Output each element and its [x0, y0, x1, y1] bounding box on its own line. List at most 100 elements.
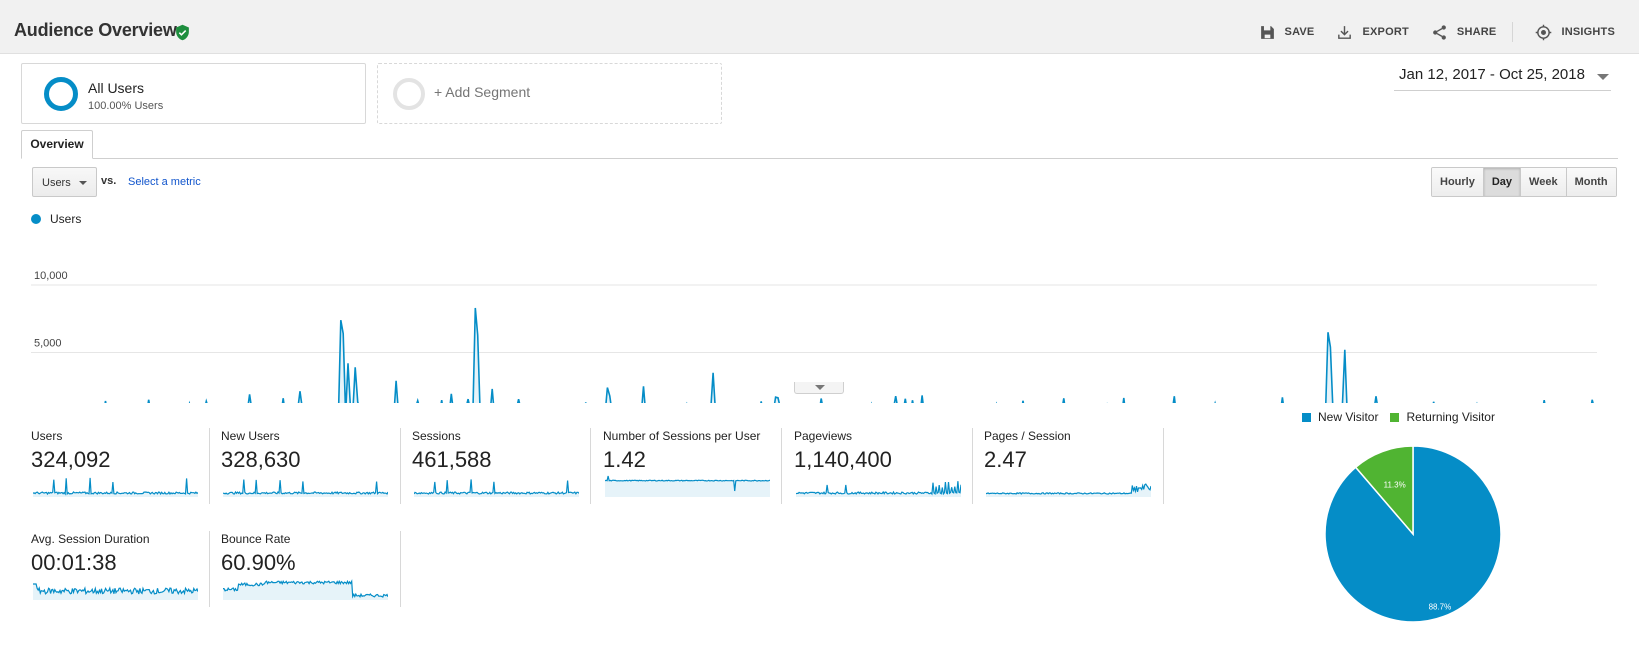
sparkline-line [33, 477, 198, 496]
sparkline [414, 479, 579, 497]
segment-ring-icon [44, 77, 78, 111]
scorecard-label: Number of Sessions per User [603, 429, 761, 443]
tab-overview[interactable]: Overview [21, 130, 93, 159]
scorecard-users[interactable]: Users 324,092 [31, 427, 221, 507]
verified-shield-icon [176, 24, 189, 41]
pie-legend: New Visitor Returning Visitor [1302, 410, 1507, 424]
scorecard-label: Bounce Rate [221, 532, 291, 546]
scorecard-divider [400, 428, 401, 504]
save-button[interactable]: SAVE [1259, 24, 1315, 41]
add-segment-ring-icon [393, 78, 425, 110]
scorecard-divider [209, 428, 210, 504]
legend-swatch-new-visitor [1302, 412, 1311, 422]
chevron-down-icon [815, 385, 825, 390]
chevron-down-icon [79, 181, 87, 185]
insights-button[interactable]: INSIGHTS [1535, 24, 1615, 41]
scorecard-label: New Users [221, 429, 280, 443]
scorecard-divider [209, 531, 210, 607]
scorecard-value: 1.42 [603, 447, 646, 472]
segment-all-users[interactable]: All Users 100.00% Users [21, 63, 366, 124]
visitor-type-pie-chart[interactable]: 88.7% 11.3% [1318, 439, 1508, 629]
legend-label-new-visitor: New Visitor [1318, 410, 1379, 424]
scorecard-value: 1,140,400 [794, 447, 892, 472]
granularity-toggle: Hourly Day Week Month [1431, 167, 1617, 197]
sparkline-line [986, 483, 1151, 495]
sparkline-area [986, 484, 1151, 497]
scorecard-value: 2.47 [984, 447, 1027, 472]
add-segment-label: + Add Segment [434, 84, 531, 100]
scorecard-value: 461,588 [412, 447, 492, 472]
select-metric-link[interactable]: Select a metric [128, 176, 201, 188]
scorecard-pageviews[interactable]: Pageviews 1,140,400 [794, 427, 984, 507]
sparkline-line [605, 475, 770, 492]
sparkline [33, 583, 198, 600]
scorecard-value: 00:01:38 [31, 550, 117, 575]
vs-label: vs. [101, 175, 117, 187]
scorecard-sessions-per-user[interactable]: Number of Sessions per User 1.42 [603, 427, 793, 507]
share-label: SHARE [1456, 26, 1497, 38]
legend-label-returning-visitor: Returning Visitor [1406, 410, 1495, 424]
metric-dropdown[interactable]: Users [32, 167, 97, 197]
scorecard-label: Avg. Session Duration [31, 532, 150, 546]
granularity-hourly[interactable]: Hourly [1432, 168, 1483, 196]
scorecard-label: Pages / Session [984, 429, 1071, 443]
scorecard-sessions[interactable]: Sessions 461,588 [412, 427, 602, 507]
scorecard-bounce-rate[interactable]: Bounce Rate 60.90% [221, 530, 411, 610]
legend-swatch-returning-visitor [1390, 412, 1400, 422]
sparkline-line [33, 583, 198, 596]
actions-divider [1512, 22, 1514, 42]
sparkline [223, 479, 388, 497]
pie-slice-label: 88.7% [1429, 603, 1452, 612]
sparkline [605, 475, 770, 497]
add-segment-button[interactable]: + Add Segment [377, 63, 722, 124]
sparkline [796, 481, 961, 497]
export-button[interactable]: EXPORT [1336, 24, 1409, 41]
sparkline [986, 483, 1151, 497]
scorecard-avg-session-duration[interactable]: Avg. Session Duration 00:01:38 [31, 530, 221, 610]
scorecard-label: Pageviews [794, 429, 853, 443]
scorecard-divider [972, 428, 973, 504]
sparkline-line [223, 579, 388, 599]
export-icon [1338, 25, 1352, 39]
sparkline [33, 477, 198, 497]
scorecard-value: 324,092 [31, 447, 111, 472]
insights-label: INSIGHTS [1561, 26, 1615, 38]
scorecard-pages-per-session[interactable]: Pages / Session 2.47 [984, 427, 1174, 507]
scorecard-new-users[interactable]: New Users 328,630 [221, 427, 411, 507]
granularity-day[interactable]: Day [1482, 168, 1521, 196]
segment-subtitle: 100.00% Users [88, 100, 164, 112]
report-body: All Users 100.00% Users + Add Segment Ja… [0, 55, 1639, 667]
legend-label: Users [50, 212, 82, 226]
segment-name: All Users [88, 80, 145, 96]
export-label: EXPORT [1362, 26, 1409, 38]
chevron-down-icon [1597, 74, 1609, 80]
sparkline-line [414, 479, 579, 495]
chart-collapse-handle[interactable] [794, 382, 844, 394]
date-range-text: Jan 12, 2017 - Oct 25, 2018 [1399, 66, 1585, 83]
sparkline [223, 579, 388, 600]
insights-icon [1536, 24, 1552, 40]
share-button[interactable]: SHARE [1431, 24, 1497, 41]
page-title: Audience Overview [14, 20, 177, 40]
scorecard-value: 60.90% [221, 550, 296, 575]
y-tick-label: 5,000 [34, 338, 62, 350]
pie-slice-returning-visitor[interactable] [1354, 445, 1414, 537]
chart-legend: Users [31, 212, 81, 226]
pie-slice-label: 11.3% [1384, 480, 1406, 489]
sparkline-area [605, 476, 770, 497]
save-icon [1260, 25, 1274, 39]
granularity-week[interactable]: Week [1520, 168, 1566, 196]
report-actions: SAVE EXPORT SHARE INSIGHTS [1237, 22, 1615, 42]
scorecard-divider [590, 428, 591, 504]
report-header: Audience Overview SAVE EXPORT SHARE INSI… [0, 0, 1639, 54]
legend-dot-icon [31, 214, 41, 224]
sparkline-line [796, 481, 961, 496]
date-range-picker[interactable]: Jan 12, 2017 - Oct 25, 2018 [1394, 63, 1611, 91]
scorecard-value: 328,630 [221, 447, 301, 472]
sparkline-area [223, 581, 388, 600]
granularity-month[interactable]: Month [1565, 168, 1616, 196]
report-tabs: Overview [21, 129, 1618, 159]
